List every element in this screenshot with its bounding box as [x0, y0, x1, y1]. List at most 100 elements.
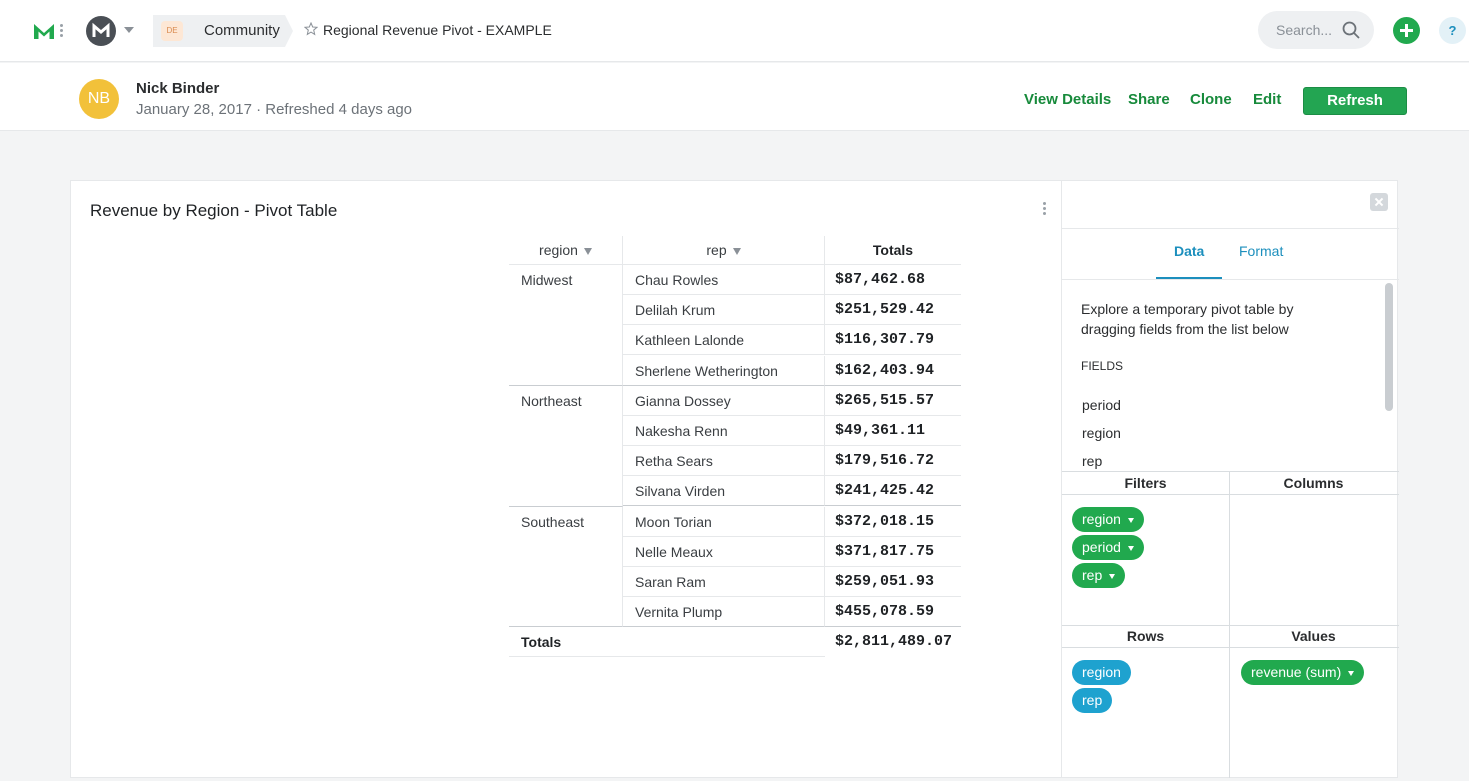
panel-description: Explore a temporary pivot table by dragg…: [1081, 301, 1294, 337]
pill-label: period: [1082, 539, 1121, 555]
table-cell-total: $49,361.11: [825, 416, 961, 446]
pill-label: region: [1082, 664, 1121, 680]
table-cell-total: $179,516.72: [825, 446, 961, 477]
row-header-region: Midwest: [509, 265, 623, 386]
table-cell-total: $372,018.15: [825, 507, 961, 537]
row-header-rep: Nakesha Renn: [623, 416, 825, 446]
divider: [1062, 625, 1399, 626]
zone-title-rows: Rows: [1126, 628, 1165, 644]
caret-down-icon[interactable]: [1109, 574, 1116, 579]
star-icon[interactable]: [304, 22, 318, 36]
table-cell-total: $87,462.68: [825, 265, 961, 295]
divider: [1062, 494, 1399, 495]
pill-label: revenue (sum): [1251, 664, 1342, 680]
column-header-region[interactable]: region: [509, 236, 623, 265]
value-pill-revenue[interactable]: revenue (sum): [1241, 660, 1365, 685]
search-icon: [1342, 21, 1360, 39]
card-title: Revenue by Region - Pivot Table: [90, 201, 338, 220]
org-dropdown-icon[interactable]: [124, 27, 134, 33]
table-cell-total: $455,078.59: [825, 597, 961, 628]
avatar[interactable]: NB: [79, 79, 119, 119]
column-header-label: region: [539, 242, 578, 258]
row-header-rep: Nelle Meaux: [623, 536, 825, 567]
divider: [1062, 647, 1399, 648]
view-details-link[interactable]: View Details: [1024, 91, 1112, 108]
report-meta: January 28, 2017 · Refreshed 4 days ago: [136, 101, 413, 118]
row-header-rep: Kathleen Lalonde: [623, 325, 825, 356]
pivot-settings-panel: Data Format Explore a temporary pivot ta…: [1061, 181, 1399, 778]
row-pill-rep[interactable]: rep: [1072, 688, 1113, 713]
breadcrumb[interactable]: DE Community: [153, 15, 293, 47]
tab-format[interactable]: Format: [1239, 243, 1284, 259]
row-header-rep: Chau Rowles: [623, 265, 825, 295]
caret-down-icon[interactable]: [1127, 518, 1134, 523]
row-pill-region[interactable]: region: [1072, 660, 1131, 685]
row-header-rep: Retha Sears: [623, 446, 825, 477]
filter-icon[interactable]: [732, 248, 741, 255]
breadcrumb-community[interactable]: Community: [204, 22, 280, 39]
refresh-button[interactable]: Refresh: [1303, 87, 1407, 115]
edit-link[interactable]: Edit: [1253, 91, 1282, 108]
field-region[interactable]: region: [1082, 425, 1121, 441]
table-cell-total: $162,403.94: [825, 356, 961, 386]
column-header-label: rep: [706, 242, 727, 258]
clone-link[interactable]: Clone: [1190, 91, 1232, 108]
search-placeholder: Search...: [1276, 22, 1333, 38]
row-header-region: Northeast: [509, 385, 623, 507]
table-cell-total: $116,307.79: [825, 325, 961, 356]
table-cell-total: $259,051.93: [825, 567, 961, 597]
row-header-rep: Sherlene Wetherington: [623, 355, 825, 386]
top-bar: DE Community Regional Revenue Pivot - EX…: [0, 0, 1469, 62]
active-tab-indicator: [1156, 277, 1222, 279]
help-button[interactable]: ?: [1439, 17, 1466, 44]
row-header-rep: Vernita Plump: [623, 597, 825, 628]
row-header-rep: Saran Ram: [623, 567, 825, 597]
filter-icon[interactable]: [583, 248, 592, 255]
report-header: NB Nick Binder January 28, 2017 · Refres…: [0, 63, 1469, 131]
pill-label: region: [1082, 511, 1121, 527]
row-header-rep: Moon Torian: [623, 506, 825, 537]
filter-pill-rep[interactable]: rep: [1072, 563, 1126, 588]
row-header-rep: Delilah Krum: [623, 295, 825, 326]
table-cell-total: $371,817.75: [825, 537, 961, 567]
search-input[interactable]: Search...: [1258, 11, 1374, 49]
caret-down-icon[interactable]: [1127, 546, 1134, 551]
grand-total-value: $2,811,489.07: [835, 633, 953, 651]
report-title: Regional Revenue Pivot - EXAMPLE: [323, 22, 552, 38]
table-cell-total: $251,529.42: [825, 295, 961, 326]
divider: [1062, 228, 1399, 229]
add-button[interactable]: [1393, 17, 1420, 44]
org-avatar[interactable]: [86, 16, 116, 46]
fields-heading: FIELDS: [1081, 359, 1124, 373]
grand-total-label: Totals: [509, 627, 825, 658]
pill-label: rep: [1082, 692, 1103, 708]
pill-label: rep: [1082, 567, 1103, 583]
column-header-totals[interactable]: Totals: [825, 236, 961, 265]
zone-title-filters: Filters: [1124, 475, 1167, 491]
caret-down-icon[interactable]: [1348, 671, 1355, 676]
pivot-zones: Filters Columns Rows Values region perio…: [1062, 471, 1399, 778]
space-badge: DE: [161, 21, 183, 41]
mode-logo-icon[interactable]: [33, 20, 55, 42]
table-cell-total: $241,425.42: [825, 476, 961, 507]
divider: [1062, 279, 1399, 280]
share-link[interactable]: Share: [1128, 91, 1170, 108]
row-header-region: Southeast: [509, 506, 623, 628]
zone-title-values: Values: [1291, 628, 1336, 644]
zone-title-columns: Columns: [1283, 475, 1344, 491]
filter-pill-region[interactable]: region: [1072, 507, 1144, 532]
tab-data[interactable]: Data: [1174, 243, 1205, 259]
row-header-rep: Silvana Virden: [623, 476, 825, 507]
field-rep[interactable]: rep: [1082, 453, 1103, 469]
filter-pill-period[interactable]: period: [1072, 535, 1144, 560]
chart-card: Revenue by Region - Pivot Table region r…: [70, 180, 1399, 778]
field-period[interactable]: period: [1082, 397, 1121, 413]
close-icon[interactable]: [1370, 193, 1388, 211]
column-header-rep[interactable]: rep: [623, 236, 825, 265]
fields-scrollbar[interactable]: [1385, 283, 1393, 411]
table-cell-total: $265,515.57: [825, 386, 961, 416]
card-menu-icon[interactable]: [1043, 202, 1047, 216]
app-menu-icon[interactable]: [59, 24, 65, 38]
org-logo-icon: [92, 22, 110, 37]
author-name[interactable]: Nick Binder: [136, 80, 220, 97]
